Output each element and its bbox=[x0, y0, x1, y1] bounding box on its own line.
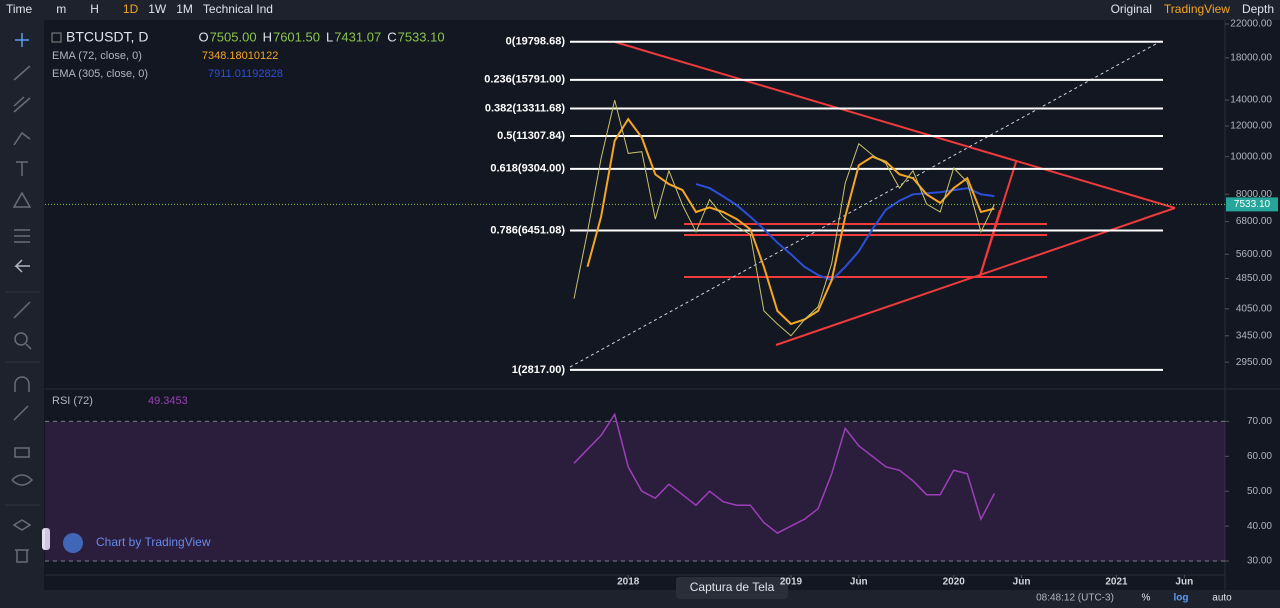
tooltip-box bbox=[676, 577, 788, 599]
last-price-label: 7533.10 bbox=[1234, 199, 1271, 210]
view-button[interactable]: TradingView bbox=[1164, 2, 1230, 16]
series-line bbox=[695, 183, 995, 282]
y-tick-label: 70.00 bbox=[1247, 416, 1272, 427]
y-tick-label: 12000.00 bbox=[1230, 121, 1272, 132]
x-tick-label: 2019 bbox=[780, 577, 803, 588]
y-tick-label: 14000.00 bbox=[1230, 95, 1272, 106]
ohlc-key: O bbox=[198, 29, 208, 44]
symbol: BTCUSDT, D bbox=[66, 29, 148, 45]
log-toggle[interactable]: log bbox=[1174, 593, 1189, 604]
fib-label: 0.382(13311.68) bbox=[485, 102, 565, 114]
y-tick-label: 3450.00 bbox=[1236, 330, 1273, 341]
toolbar-button[interactable]: Technical Ind bbox=[203, 2, 273, 16]
indicator-name: EMA (305, close, 0) bbox=[52, 68, 148, 80]
indicator-value: 7348.18010122 bbox=[202, 50, 278, 62]
status-bar bbox=[0, 590, 1280, 608]
left-toolbar bbox=[0, 20, 44, 590]
fib-trend-line bbox=[569, 39, 1164, 368]
series-line bbox=[573, 99, 995, 337]
toolbar-button[interactable]: 1W bbox=[148, 2, 167, 16]
top-toolbar bbox=[0, 0, 1280, 20]
toolbar-button[interactable]: m bbox=[56, 2, 66, 16]
tooltip: Captura de Tela bbox=[690, 580, 775, 594]
auto-toggle[interactable]: auto bbox=[1212, 593, 1232, 604]
y-tick-label: 50.00 bbox=[1247, 486, 1272, 497]
toolbar-button[interactable]: H bbox=[90, 2, 99, 16]
last-price-box bbox=[1226, 197, 1278, 212]
x-tick-label: Jun bbox=[1013, 577, 1031, 588]
fib-label: 0.5(11307.84) bbox=[497, 130, 565, 142]
ohlc-key: C bbox=[387, 29, 396, 44]
fib-label: 0(19798.68) bbox=[506, 36, 566, 48]
indicator-name: EMA (72, close, 0) bbox=[52, 50, 142, 62]
x-tick-label: 2018 bbox=[617, 577, 640, 588]
ohlc-value: 7431.07 bbox=[334, 29, 381, 44]
series-line bbox=[586, 117, 995, 326]
y-tick-label: 4850.00 bbox=[1236, 273, 1273, 284]
view-button[interactable]: Depth bbox=[1242, 2, 1274, 16]
y-tick-label: 6800.00 bbox=[1236, 216, 1273, 227]
fib-label: 0.236(15791.00) bbox=[484, 74, 565, 86]
rsi-band bbox=[45, 421, 1225, 562]
view-button[interactable]: Original bbox=[1111, 2, 1152, 16]
collapse-handle[interactable] bbox=[42, 528, 50, 550]
ohlc-value: 7533.10 bbox=[398, 29, 445, 44]
x-tick-label: Jun bbox=[850, 577, 868, 588]
y-tick-label: 2950.00 bbox=[1236, 357, 1273, 368]
ohlc-value: 7505.00 bbox=[210, 29, 257, 44]
toolbar-button[interactable]: 1D bbox=[123, 2, 139, 16]
y-tick-label: 4050.00 bbox=[1236, 303, 1273, 314]
y-tick-label: 40.00 bbox=[1247, 521, 1272, 532]
fib-label: 0.618(9304.00) bbox=[490, 163, 565, 175]
toolbar-button[interactable]: Time bbox=[6, 2, 33, 16]
y-tick-label: 8000.00 bbox=[1236, 189, 1273, 200]
rsi-name: RSI (72) bbox=[52, 395, 93, 407]
ohlc-value: 7601.50 bbox=[273, 29, 320, 44]
x-tick-label: 2020 bbox=[943, 577, 966, 588]
ohlc-key: H bbox=[263, 29, 272, 44]
x-tick-label: Jun bbox=[1175, 577, 1193, 588]
clock: 08:48:12 (UTC-3) bbox=[1036, 593, 1114, 604]
ohlc-key: L bbox=[326, 29, 333, 44]
watermark[interactable]: Chart by TradingView bbox=[96, 535, 211, 549]
toolbar-button[interactable]: 1M bbox=[176, 2, 193, 16]
collapse-icon[interactable] bbox=[51, 32, 62, 43]
indicator-value: 7911.01192828 bbox=[208, 68, 283, 80]
y-tick-label: 30.00 bbox=[1247, 556, 1272, 567]
watermark-logo bbox=[63, 533, 83, 553]
y-tick-label: 10000.00 bbox=[1230, 151, 1272, 162]
y-tick-label: 22000.00 bbox=[1230, 19, 1272, 30]
y-tick-label: 18000.00 bbox=[1230, 52, 1272, 63]
y-tick-label: 5600.00 bbox=[1236, 249, 1273, 260]
tool-icons bbox=[5, 33, 40, 563]
x-tick-label: 2021 bbox=[1105, 577, 1128, 588]
fib-label: 1(2817.00) bbox=[512, 364, 566, 376]
fib-label: 0.786(6451.08) bbox=[490, 224, 565, 236]
y-tick-label: 60.00 bbox=[1247, 451, 1272, 462]
percent-toggle[interactable]: % bbox=[1142, 593, 1151, 604]
rsi-value: 49.3453 bbox=[148, 395, 188, 407]
series-line bbox=[573, 412, 996, 534]
